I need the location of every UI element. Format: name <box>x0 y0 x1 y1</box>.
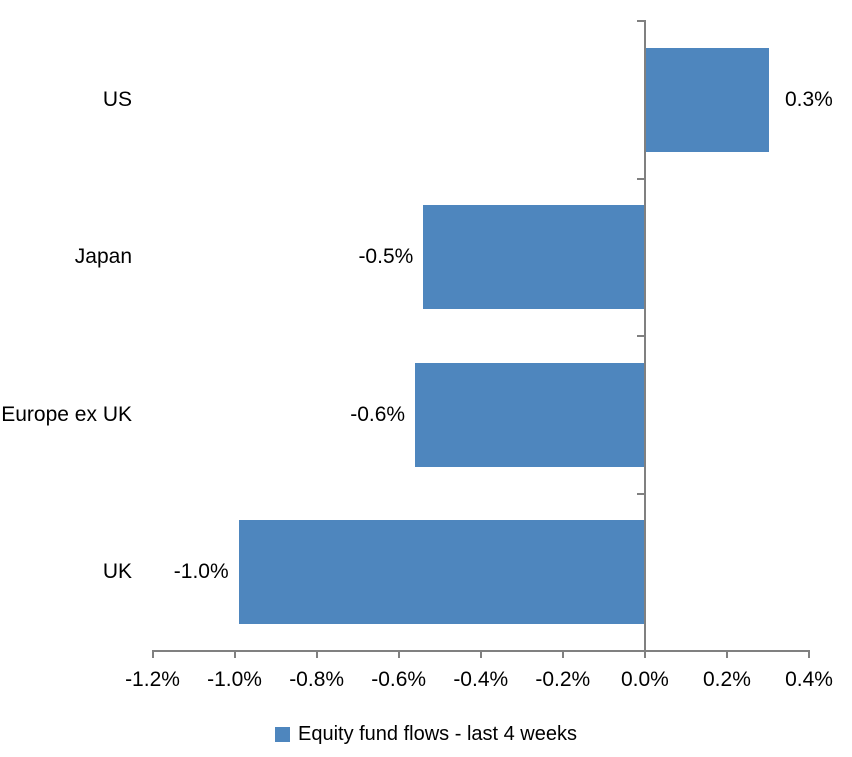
data-label-us: 0.3% <box>784 87 833 111</box>
legend-label: Equity fund flows - last 4 weeks <box>297 723 577 745</box>
data-label-japan: -0.5% <box>358 245 414 269</box>
x-tick-label: 0.4% <box>785 668 833 691</box>
x-tick-label: -1.0% <box>207 668 262 691</box>
x-tick-label: -1.2% <box>125 668 180 691</box>
x-axis-tick <box>561 651 564 658</box>
y-axis-line <box>643 20 646 651</box>
category-label-japan: Japan <box>74 245 132 269</box>
y-axis-tick <box>636 20 644 22</box>
legend: Equity fund flows - last 4 weeks <box>0 721 852 747</box>
category-label-uk: UK <box>102 560 132 584</box>
x-tick-label: 0.2% <box>703 668 751 691</box>
y-axis-tick <box>636 492 644 495</box>
x-axis-tick <box>643 651 646 658</box>
x-tick-label: -0.4% <box>453 668 509 691</box>
category-label-us: US <box>102 87 132 111</box>
bar-uk <box>238 520 645 625</box>
bar-europe-ex-uk <box>415 362 645 467</box>
bar-japan <box>423 205 645 310</box>
x-axis-tick <box>151 651 154 658</box>
x-tick-label: 0.0% <box>620 668 669 691</box>
x-axis-tick <box>233 651 236 658</box>
data-label-uk: -1.0% <box>173 560 229 584</box>
x-tick-label: -0.8% <box>289 668 345 691</box>
y-axis-tick <box>636 335 644 337</box>
x-axis-tick <box>397 651 400 658</box>
x-axis-tick <box>808 651 810 658</box>
x-tick-label: -0.6% <box>371 668 427 691</box>
x-axis-tick <box>479 651 482 658</box>
x-axis-tick <box>315 651 318 658</box>
x-axis-tick <box>725 651 728 658</box>
x-tick-label: -0.2% <box>535 668 591 691</box>
data-label-europe-ex-uk: -0.6% <box>350 402 406 426</box>
bar-us <box>645 47 769 152</box>
y-axis-tick <box>636 177 644 180</box>
category-label-europe-ex-uk: Europe ex UK <box>1 402 132 426</box>
legend-marker-square <box>274 726 290 742</box>
